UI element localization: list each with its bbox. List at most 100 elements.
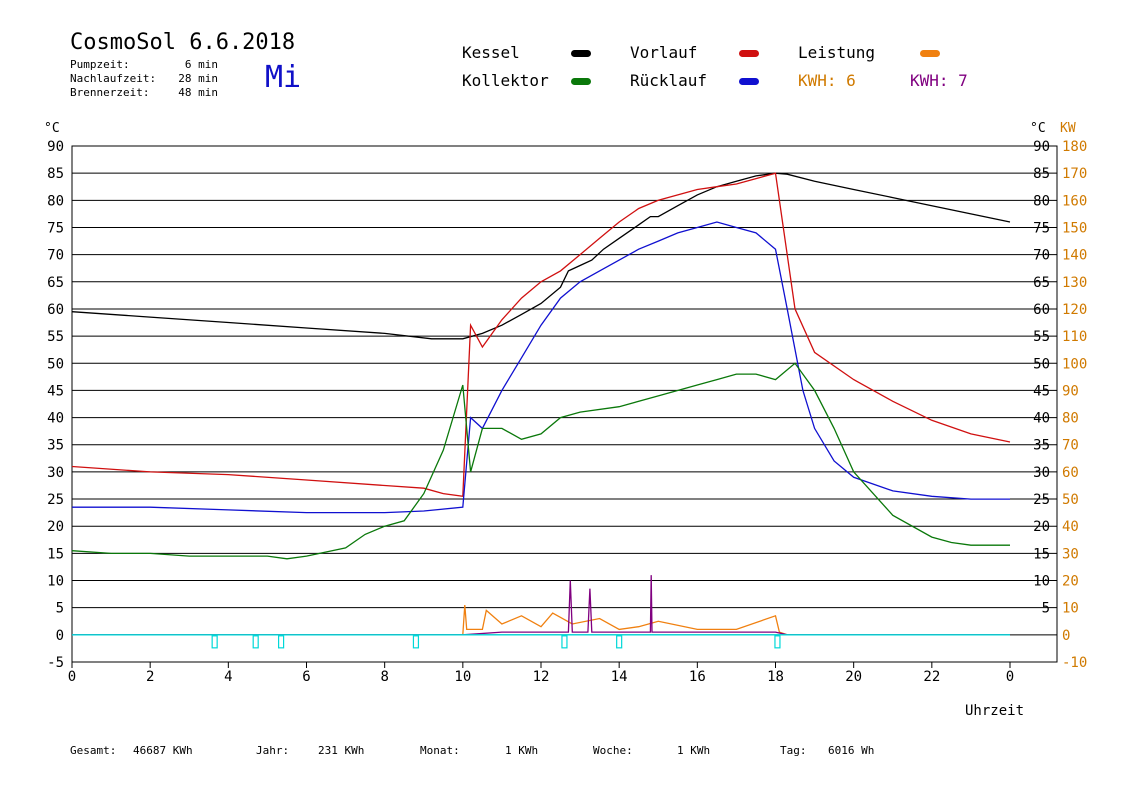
plot-frame [71,145,1058,663]
y-tick-label-left: 60 [47,302,64,318]
y-tick-label-right: 45 [1033,383,1050,399]
x-axis-label: Uhrzeit [965,703,1024,719]
y-tick-label-right: 75 [1033,220,1050,236]
y-tick-label-kw: 20 [1062,574,1079,590]
pump-marker [616,635,623,649]
x-tick-label: 18 [767,669,784,685]
legend-kwh-purple: KWH: 7 [910,71,968,90]
footer-woche-value: 1 KWh [677,744,711,757]
y-tick-label-kw: 100 [1062,356,1087,372]
x-tick-label: 2 [146,669,154,685]
legend-ruecklauf-swatch [739,78,759,85]
footer-gesamt-label: Gesamt: [70,744,117,757]
y-tick-label-kw: 90 [1062,383,1079,399]
y-tick-label-kw: 150 [1062,220,1087,236]
y-axis-unit-kw: KW [1060,121,1076,136]
y-tick-label-right: 15 [1033,546,1050,562]
y-axis-unit-left: °C [44,121,60,136]
series-line-kwh [72,575,1010,636]
stat-label-pumpzeit: Pumpzeit: [70,58,130,71]
pump-marker [561,635,568,649]
series-line-kessel [71,172,1011,340]
y-tick-label-left: 90 [47,139,64,155]
x-tick-label: 10 [454,669,471,685]
y-tick-label-kw: 140 [1062,248,1087,264]
pump-marker [211,635,218,649]
y-tick-label-kw: 40 [1062,519,1079,535]
y-tick-label-right: 70 [1033,248,1050,264]
y-tick-label-kw: 0 [1062,628,1070,644]
y-tick-label-left: 80 [47,193,64,209]
legend-vorlauf: Vorlauf [630,43,698,62]
stat-value-pumpzeit: 6 min [184,58,218,71]
weekday-label: Mi [265,60,302,95]
y-tick-label-right: 60 [1033,302,1050,318]
pump-marker [412,635,420,649]
legend-ruecklauf: Rücklauf [630,71,708,90]
footer-monat-value: 1 KWh [505,744,539,757]
legend-leistung-swatch [920,50,940,57]
x-tick-label: 12 [533,669,550,685]
stat-label-nachlaufzeit: Nachlaufzeit: [70,72,157,85]
x-tick-label: 14 [611,669,628,685]
stat-label-brennerzeit: Brennerzeit: [70,86,150,99]
y-tick-label-kw: 10 [1062,601,1079,617]
footer-tag-value: 6016 Wh [828,744,875,757]
chart-title: CosmoSol 6.6.2018 [70,30,296,55]
y-tick-label-right: 80 [1033,193,1050,209]
y-tick-label-right: 10 [1033,574,1050,590]
x-tick-label: 22 [923,669,940,685]
y-tick-label-kw: 30 [1062,546,1079,562]
y-tick-label-left: 35 [47,438,64,454]
footer-gesamt-value: 46687 KWh [133,744,193,757]
x-tick-label: 0 [68,669,76,685]
x-tick-label: 6 [302,669,310,685]
pump-marker [774,635,781,649]
y-tick-label-left: 20 [47,519,64,535]
y-tick-label-kw: 80 [1062,411,1079,427]
series-line-kollektor [71,362,1010,560]
y-tick-label-left: 50 [47,356,64,372]
y-tick-label-kw: 60 [1062,465,1079,481]
x-tick-label: 8 [380,669,388,685]
y-tick-label-right: 90 [1033,139,1050,155]
y-tick-label-left: 25 [47,492,64,508]
x-tick-label: 20 [845,669,862,685]
y-tick-label-kw: -10 [1062,655,1087,671]
y-tick-label-left: 10 [47,574,64,590]
footer-jahr-label: Jahr: [256,744,290,757]
y-tick-label-left: -5 [47,655,64,671]
y-tick-label-left: 55 [47,329,64,345]
x-tick-label: 0 [1006,669,1014,685]
y-tick-label-kw: 180 [1062,139,1087,155]
footer-monat-label: Monat: [420,744,460,757]
y-tick-label-left: 5 [56,601,64,617]
y-tick-label-right: 50 [1033,356,1050,372]
y-tick-label-right: 85 [1033,166,1050,182]
stat-value-nachlaufzeit: 28 min [178,72,218,85]
footer-jahr-value: 231 KWh [318,744,365,757]
pump-marker [252,635,259,649]
series-line-leistung [72,604,1010,636]
series-line-vorlauf [71,172,1011,498]
legend-kollektor: Kollektor [462,71,549,90]
legend-kessel-swatch [571,50,591,57]
y-tick-label-left: 85 [47,166,64,182]
y-tick-label-right: 55 [1033,329,1050,345]
y-tick-label-left: 70 [47,248,64,264]
x-tick-label: 4 [224,669,232,685]
x-tick-label: 16 [689,669,706,685]
y-axis-unit-right: °C [1030,121,1046,136]
y-tick-label-right: 25 [1033,492,1050,508]
legend-kessel: Kessel [462,43,520,62]
y-tick-label-kw: 50 [1062,492,1079,508]
y-tick-label-left: 45 [47,383,64,399]
y-tick-label-right: 20 [1033,519,1050,535]
y-tick-label-right: 30 [1033,465,1050,481]
y-tick-label-kw: 160 [1062,193,1087,209]
y-tick-label-right: 35 [1033,438,1050,454]
y-tick-label-left: 65 [47,275,64,291]
stat-value-brennerzeit: 48 min [178,86,218,99]
y-tick-label-left: 30 [47,465,64,481]
y-tick-label-kw: 170 [1062,166,1087,182]
